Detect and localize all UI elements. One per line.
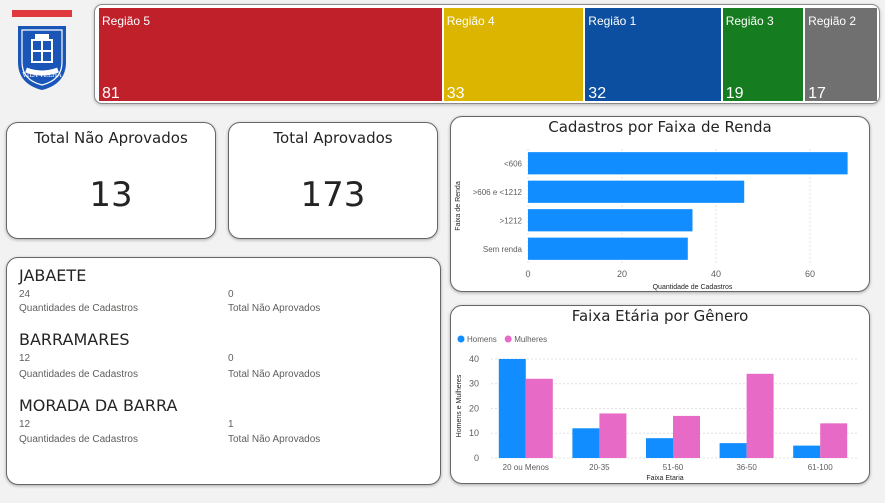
logo-text: VILA VELHA: [22, 72, 62, 79]
y-axis-title: Homens e Mulheres: [456, 374, 463, 437]
y-axis-title: Faixa de Renda: [455, 181, 462, 231]
region-name: Região 5: [102, 14, 151, 28]
legend-label[interactable]: Homens: [467, 335, 497, 344]
bar[interactable]: [719, 443, 747, 458]
region-tile[interactable]: Região 3 19: [722, 8, 804, 102]
bar[interactable]: [572, 428, 600, 458]
logo: VILA VELHA: [8, 8, 76, 94]
nao-aprovados-label: Total Não Aprovados: [228, 369, 321, 380]
x-tick-label: 20: [617, 269, 627, 279]
nao-aprovados-label: Total Não Aprovados: [228, 434, 321, 445]
region-name: Região 4: [446, 14, 495, 28]
renda-chart-card: Cadastros por Faixa de Renda 0 20 40 60 <606…: [450, 116, 870, 292]
neighborhood-name: MORADA DA BARRA: [19, 396, 178, 415]
bar[interactable]: [528, 180, 745, 203]
y-tick-label: 10: [469, 428, 479, 438]
kpi-title: Total Não Aprovados: [34, 129, 188, 147]
x-tick-label: 51-60: [663, 463, 684, 472]
regions-treemap: Região 5 81 Região 4 33 Região 1 32 Região 3 19…: [94, 4, 880, 104]
x-tick-label: 20-35: [589, 463, 610, 472]
renda-chart: 0 20 40 60 <606 >606 e <1212 >1212 Sem renda Qua…: [455, 149, 848, 291]
neighborhood-list: JABAETE 24 Quantidades de Cadastros 0 To…: [6, 257, 441, 485]
kpi-card-nao-aprovados: Total Não Aprovados 13: [6, 122, 216, 239]
cadastros-value: 12: [19, 419, 31, 430]
region-value: 19: [725, 85, 744, 102]
region-name: Região 3: [725, 14, 774, 28]
nao-aprovados-value: 1: [228, 419, 234, 430]
x-tick-label: 36-50: [736, 463, 757, 472]
region-value: 32: [588, 85, 607, 102]
y-tick-label: >606 e <1212: [473, 188, 523, 197]
y-tick-label: <606: [504, 159, 523, 168]
cadastros-label: Quantidades de Cadastros: [19, 434, 138, 445]
region-tile[interactable]: Região 1 32: [585, 8, 721, 102]
cadastros-value: 12: [19, 353, 31, 364]
nao-aprovados-value: 0: [228, 289, 234, 300]
region-tile[interactable]: Região 4 33: [443, 8, 584, 102]
x-tick-label: 0: [525, 269, 530, 279]
neighborhood-name: BARRAMARES: [19, 330, 130, 349]
legend-label[interactable]: Mulheres: [514, 335, 547, 344]
city-crest-icon: [18, 26, 66, 90]
nao-aprovados-value: 0: [228, 353, 234, 364]
x-tick-label: 60: [805, 269, 815, 279]
bar[interactable]: [528, 209, 693, 232]
region-name: Região 2: [808, 14, 857, 28]
bar[interactable]: [673, 415, 700, 458]
y-tick-label: 0: [474, 453, 479, 463]
region-value: 17: [808, 85, 826, 102]
bar[interactable]: [646, 438, 673, 458]
bar[interactable]: [525, 378, 553, 458]
nao-aprovados-label: Total Não Aprovados: [228, 303, 321, 314]
neighborhood-name: JABAETE: [19, 266, 87, 285]
kpi-card-aprovados: Total Aprovados 173: [228, 122, 438, 239]
y-tick-label: 20: [469, 403, 479, 413]
kpi-title: Total Aprovados: [273, 129, 393, 147]
region-value: 33: [446, 85, 465, 102]
x-axis-title: Quantidade de Cadastros: [653, 284, 733, 291]
region-name: Região 1: [588, 14, 637, 28]
cadastros-label: Quantidades de Cadastros: [19, 303, 138, 314]
cadastros-label: Quantidades de Cadastros: [19, 369, 138, 380]
x-tick-label: 40: [711, 269, 721, 279]
x-axis-title: Faixa Etaria: [646, 475, 683, 482]
region-tile[interactable]: Região 5 81: [99, 8, 442, 102]
etaria-chart: Homens Mulheres 0 10 20 30 40 20 ou Menos 20-35 5…: [456, 335, 859, 482]
bar[interactable]: [528, 152, 848, 175]
chart-title: Faixa Etária por Gênero: [571, 307, 749, 325]
logo-stripe: [12, 10, 72, 17]
bar[interactable]: [498, 358, 526, 458]
y-tick-label: >1212: [500, 216, 523, 225]
legend-marker: [504, 335, 512, 343]
y-tick-label: Sem renda: [483, 245, 523, 254]
x-tick-label: 20 ou Menos: [503, 463, 549, 472]
y-tick-label: 40: [469, 354, 479, 364]
bar[interactable]: [599, 413, 627, 458]
region-value: 81: [102, 85, 120, 102]
x-tick-label: 61-100: [808, 463, 833, 472]
legend-marker: [457, 335, 465, 343]
kpi-value: 13: [89, 175, 133, 215]
bar[interactable]: [746, 373, 774, 458]
region-tile[interactable]: Região 2 17: [805, 8, 877, 102]
cadastros-value: 24: [19, 289, 31, 300]
bar[interactable]: [793, 445, 821, 458]
kpi-value: 173: [300, 175, 366, 215]
etaria-chart-card: Faixa Etária por Gênero Homens Mulheres 0 1…: [450, 305, 870, 484]
bar[interactable]: [820, 423, 848, 458]
chart-title: Cadastros por Faixa de Renda: [548, 118, 772, 136]
y-tick-label: 30: [469, 379, 479, 389]
bar[interactable]: [528, 237, 688, 260]
